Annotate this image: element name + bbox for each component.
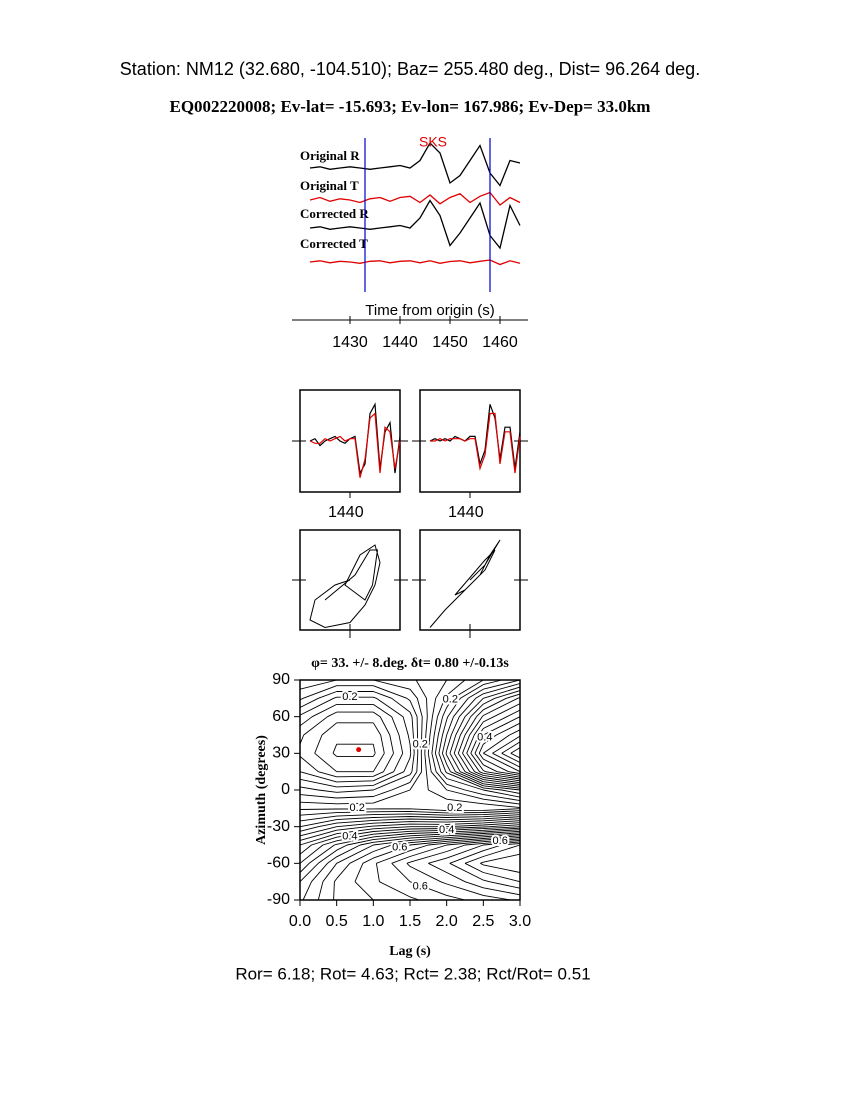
trace [309, 191, 521, 206]
contour-line [299, 679, 521, 812]
y-tick-label: 30 [272, 745, 290, 762]
y-tick-label: 0 [281, 781, 290, 798]
contour-line [464, 844, 521, 883]
contour-line [406, 747, 521, 901]
trace-label: Original T [300, 178, 359, 193]
contour-line [299, 690, 521, 855]
contour-line [299, 679, 521, 828]
particle-motion [429, 539, 501, 628]
x-tick-label: 1.0 [362, 913, 384, 930]
x-tick-label: 1460 [482, 334, 518, 351]
contour-line [299, 703, 521, 883]
x-tick-label: 0.0 [289, 913, 311, 930]
contour-line [299, 697, 521, 873]
particle-motion [309, 544, 381, 629]
contour-line [299, 703, 404, 783]
contour-line [428, 841, 521, 896]
contour-label: 0.6 [392, 841, 407, 853]
x-tick-label: 1450 [432, 334, 468, 351]
y-tick-label: 60 [272, 708, 290, 725]
contour-label: 0.6 [493, 835, 508, 847]
contour-label: 0.4 [439, 824, 454, 836]
x-tick-label: 1440 [382, 334, 418, 351]
panel-frame [299, 389, 401, 493]
contour-label: 0.2 [342, 691, 357, 703]
contour-line [299, 711, 394, 778]
contour-line [480, 853, 521, 873]
trace [309, 199, 521, 250]
contour-line [314, 722, 385, 773]
y-tick-label: -90 [267, 891, 290, 908]
contour-label: 0.4 [342, 830, 357, 842]
x-tick-label: 1440 [448, 504, 484, 521]
x-tick-label: 2.0 [436, 913, 458, 930]
x-tick-label: 1440 [328, 504, 364, 521]
contour-line [449, 843, 521, 889]
x-tick-label: 3.0 [509, 913, 531, 930]
y-axis-label: Azimuth (degrees) [254, 735, 269, 845]
x-axis-label: Time from origin (s) [365, 302, 494, 319]
contour-label: 0.2 [350, 802, 365, 814]
y-tick-label: -30 [267, 818, 290, 835]
x-axis-label: Lag (s) [389, 944, 431, 959]
footer: Ror= 6.18; Rot= 4.63; Rct= 2.38; Rct/Rot… [235, 964, 590, 983]
trace-label: Corrected T [300, 236, 368, 251]
contour-label: 0.2 [413, 739, 428, 751]
trace-label: Original R [300, 148, 360, 163]
contour-line [299, 686, 521, 846]
y-tick-label: -60 [267, 855, 290, 872]
event-header: EQ002220008; Ev-lat= -15.693; Ev-lon= 16… [170, 97, 651, 116]
trace [309, 141, 521, 187]
contour-line [299, 685, 419, 799]
contour-title: φ= 33. +/- 8.deg. δt= 0.80 +/-0.13s [311, 656, 509, 671]
x-tick-label: 2.5 [472, 913, 494, 930]
contour-line [375, 735, 521, 901]
contour-line [333, 722, 521, 901]
contour-label: 0.4 [477, 731, 492, 743]
best-estimate [356, 747, 362, 753]
y-tick-label: 90 [272, 671, 290, 688]
contour-line [332, 743, 376, 757]
x-tick-label: 0.5 [326, 913, 348, 930]
contour-label: 0.2 [447, 802, 462, 814]
contour-line [299, 696, 412, 788]
contour-line [302, 709, 521, 901]
x-tick-label: 1430 [332, 334, 368, 351]
phase-label: SKS [419, 134, 447, 150]
contour-line [299, 691, 415, 793]
contour-label: 0.6 [413, 880, 428, 892]
contour-line [354, 729, 521, 901]
contour-line [299, 679, 521, 816]
station-header: Station: NM12 (32.680, -104.510); Baz= 2… [120, 59, 700, 79]
trace [309, 259, 521, 266]
trace [309, 412, 401, 478]
trace-label: Corrected R [300, 206, 369, 221]
x-tick-label: 1.5 [399, 913, 421, 930]
contour-line [299, 679, 521, 822]
contour-line [299, 683, 521, 841]
contour-line [299, 679, 521, 832]
contour-label: 0.2 [443, 693, 458, 705]
trace [429, 404, 521, 469]
trace [430, 412, 521, 474]
contour-line [391, 741, 521, 901]
